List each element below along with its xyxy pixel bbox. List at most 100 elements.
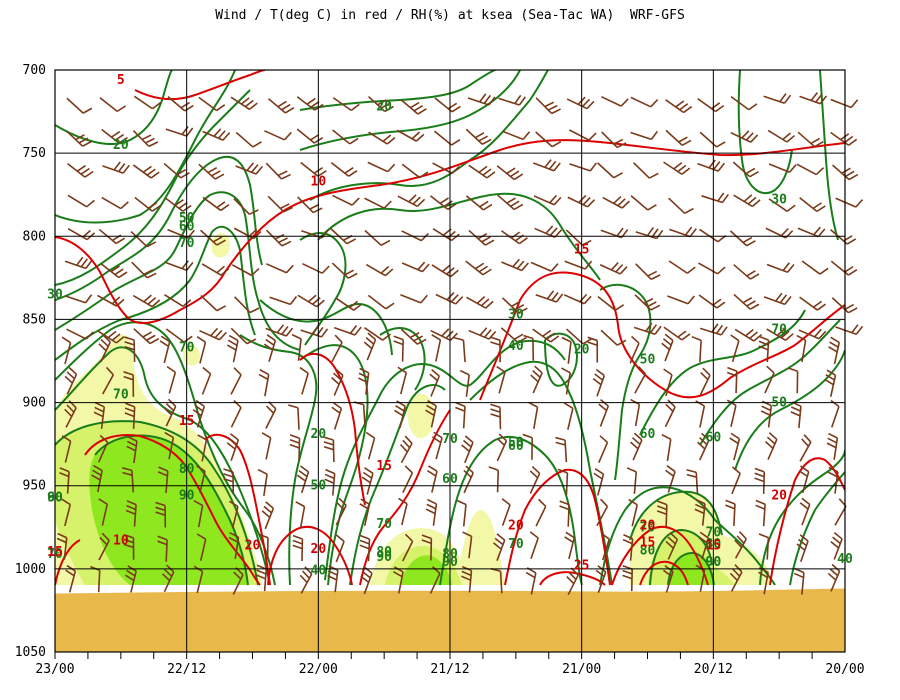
wind-barb: [425, 498, 438, 526]
wind-barb-shaft: [430, 195, 449, 211]
wind-barb-shaft: [435, 293, 457, 305]
wind-barb-flag: [310, 100, 320, 108]
x-tick-label: 22/00: [299, 662, 338, 677]
wind-barb: [61, 336, 72, 365]
wind-barb-flag: [93, 464, 103, 472]
wind-barb-flag: [727, 366, 738, 372]
wind-barb-flag: [281, 173, 291, 180]
wind-barb-shaft: [830, 260, 849, 276]
wind-barb: [59, 467, 70, 494]
wind-barb-shaft: [130, 230, 148, 248]
wind-barb: [763, 292, 792, 306]
wind-barb-shaft: [731, 340, 740, 363]
wind-barb-flag: [758, 345, 769, 351]
wind-barb-shaft: [535, 131, 553, 148]
wind-barb-shaft: [465, 374, 470, 397]
wind-barb-shaft: [132, 130, 150, 147]
wind-barb: [264, 130, 292, 141]
wind-barb-shaft: [633, 162, 650, 179]
wind-barb-flag: [334, 368, 344, 376]
wind-barb-shaft: [402, 540, 414, 562]
wind-barb: [263, 334, 277, 362]
wind-barb-shaft: [333, 375, 344, 396]
wind-barb-shaft: [200, 294, 218, 312]
wind-barb: [430, 328, 459, 342]
wind-barb-flag: [479, 327, 488, 336]
wind-barb-flag: [184, 104, 194, 112]
wind-barb-flag: [98, 498, 108, 505]
rh-contour-label: 70: [376, 517, 392, 532]
wind-barb-flag: [812, 300, 823, 308]
wind-barb-flag: [82, 107, 93, 114]
wind-barb-shaft: [763, 572, 769, 595]
wind-barb: [193, 499, 204, 528]
wind-barb: [98, 532, 110, 561]
wind-barb: [663, 326, 691, 341]
wind-barb-shaft: [830, 98, 852, 109]
wind-barb-shaft: [830, 131, 850, 146]
wind-barb-shaft: [334, 570, 339, 593]
rh-contour-label: 30: [47, 287, 63, 302]
wind-barb: [796, 163, 825, 176]
wind-barb-flag: [850, 99, 859, 108]
wind-barb-flag: [365, 431, 375, 439]
wind-barb-flag: [393, 409, 404, 417]
wind-barb-shaft: [698, 294, 718, 309]
wind-barb-flag: [361, 570, 371, 579]
wind-barb: [230, 96, 258, 111]
wind-barb-flag: [310, 133, 320, 141]
wind-barb: [596, 498, 609, 527]
wind-barb-shaft: [798, 329, 820, 340]
temperature-contour: [479, 271, 845, 401]
wind-barb: [799, 92, 828, 105]
wind-barb-flag: [698, 536, 708, 544]
wind-barb-shaft: [735, 371, 738, 394]
wind-barb-shaft: [799, 95, 821, 105]
wind-barb-shaft: [64, 260, 87, 270]
wind-barb-flag: [717, 266, 726, 275]
wind-barb: [466, 296, 494, 309]
wind-barb-flag: [82, 140, 92, 147]
wind-barb-shaft: [363, 504, 371, 526]
wind-barb: [265, 229, 292, 247]
y-tick-label: 950: [23, 479, 46, 494]
wind-barb-shaft: [499, 571, 503, 594]
wind-barb: [258, 369, 270, 397]
rh-contour-label: 70: [640, 520, 656, 535]
wind-barb-flag: [331, 406, 341, 414]
wind-barb-flag: [568, 571, 577, 580]
wind-barb-flag: [85, 331, 94, 340]
wind-barb: [697, 98, 725, 113]
wind-barb-shaft: [132, 294, 153, 308]
wind-barb-flag: [118, 136, 128, 144]
wind-barb: [397, 366, 408, 395]
wind-barb-shaft: [801, 504, 811, 526]
wind-barb: [226, 433, 240, 461]
wind-barb-flag: [715, 324, 724, 334]
wind-barb: [661, 333, 674, 362]
wind-barb: [534, 225, 563, 239]
wind-barb-flag: [813, 226, 821, 236]
wind-barb: [733, 293, 760, 310]
wind-barb-flag: [818, 330, 827, 340]
wind-barb-flag: [846, 238, 857, 245]
wind-barb-flag: [528, 401, 538, 408]
wind-barb-shaft: [699, 405, 706, 428]
wind-barb-flag: [197, 434, 207, 441]
wind-barb-shaft: [634, 373, 647, 394]
wind-barb-flag: [261, 432, 272, 439]
wind-barb-shaft: [599, 264, 621, 275]
wind-barb: [535, 131, 562, 148]
wind-barb-flag: [451, 105, 461, 113]
wind-barb-flag: [749, 303, 760, 310]
rh-contour-label: 90: [179, 489, 195, 504]
wind-barb-flag: [123, 375, 134, 381]
wind-barb: [564, 531, 576, 560]
wind-barb: [400, 328, 427, 345]
wind-barb-shaft: [801, 260, 821, 275]
temperature-contour-label: 10: [113, 534, 129, 549]
wind-barb-flag: [482, 168, 492, 176]
wind-barb: [766, 328, 794, 341]
wind-barb: [698, 531, 710, 560]
wind-barb-flag: [211, 170, 221, 177]
